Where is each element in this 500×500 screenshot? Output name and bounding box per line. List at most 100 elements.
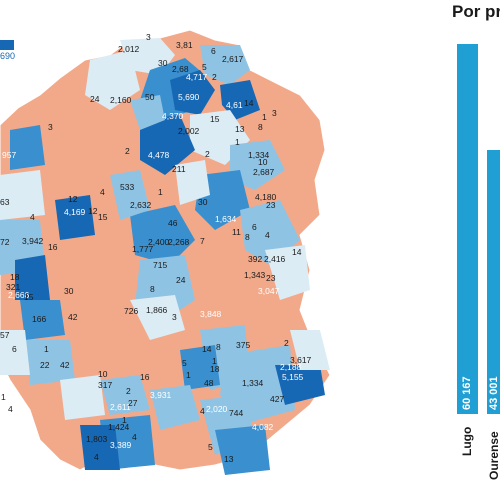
bar-value-ourense: 43 001 xyxy=(488,376,500,410)
municipality-value-label: 6 xyxy=(252,222,257,232)
municipality-value-label: 4,717 xyxy=(186,72,208,82)
municipality-value-label: 30 xyxy=(198,197,208,207)
municipality-value-label: 3,617 xyxy=(290,355,312,365)
municipality-value-label: 18 xyxy=(10,272,20,282)
municipality-value-label: 30 xyxy=(158,58,168,68)
municipality-patches xyxy=(0,38,330,475)
municipality-value-label: 392 xyxy=(248,254,262,264)
municipality-value-label: 8 xyxy=(216,342,221,352)
municipality-value-label: 726 xyxy=(124,306,138,316)
municipality-value-label: 16 xyxy=(48,242,58,252)
municipality-value-label: 317 xyxy=(98,380,112,390)
legend-swatch xyxy=(0,40,14,50)
municipality-value-label: 2,632 xyxy=(130,200,152,210)
municipality-value-label: 1 xyxy=(158,187,163,197)
municipality-value-label: 1 xyxy=(122,415,127,425)
municipality-value-label: 2,012 xyxy=(118,44,140,54)
municipality-value-label: 4,169 xyxy=(64,207,86,217)
municipality-value-label: 15 xyxy=(24,292,34,302)
municipality-value-label: 12 xyxy=(68,194,78,204)
municipality-value-label: 15 xyxy=(98,212,108,222)
municipality-value-label: 8 xyxy=(245,232,250,242)
municipality-value-label: 2 xyxy=(212,72,217,82)
municipality-value-label: 5 xyxy=(208,442,213,452)
municipality-value-label: 1,777 xyxy=(132,244,154,254)
municipality-value-label: 4 xyxy=(100,187,105,197)
municipality-value-label: 3,942 xyxy=(22,236,44,246)
municipality-value-label: 42 xyxy=(68,312,78,322)
municipality-value-label: 533 xyxy=(120,182,134,192)
municipality-value-label: 4,61 xyxy=(226,100,243,110)
municipality-value-label: 4 xyxy=(8,404,13,414)
municipality-value-label: 1,866 xyxy=(146,305,168,315)
municipality-value-label: 2,68 xyxy=(172,64,189,74)
legend-max-value: 690 xyxy=(0,51,16,61)
municipality-value-label: 4 xyxy=(200,406,205,416)
municipality-value-label: 4 xyxy=(94,452,99,462)
municipality-value-label: 1,334 xyxy=(248,150,270,160)
municipality-value-label: 3,81 xyxy=(176,40,193,50)
municipality-value-label: 2,416 xyxy=(264,254,286,264)
municipality-value-label: 3 xyxy=(172,312,177,322)
bar-ourense xyxy=(487,150,500,414)
municipality-value-label: 2 xyxy=(125,146,130,156)
municipality-value-label: 50 xyxy=(145,92,155,102)
municipality-value-label: 10 xyxy=(98,369,108,379)
municipality-value-label: 3,047 xyxy=(258,286,280,296)
municipality-value-label: 3,389 xyxy=(110,440,132,450)
municipality-value-label: 14 xyxy=(244,98,254,108)
municipality-value-label: 24 xyxy=(176,275,186,285)
municipality-value-label: 4,370 xyxy=(162,111,184,121)
municipality-value-label: 427 xyxy=(270,394,284,404)
municipality-value-label: 1 xyxy=(212,356,217,366)
municipality-value-label: 1 xyxy=(44,344,49,354)
municipality-value-label: 2,666 xyxy=(8,290,30,300)
municipality-value-label: 6 xyxy=(211,46,216,56)
municipality-value-label: 4 xyxy=(30,212,35,222)
bar-label-ourense: Ourense xyxy=(487,431,500,480)
bar-lugo xyxy=(457,44,478,414)
municipality-value-label: 1 xyxy=(186,370,191,380)
municipality-value-label: 3,931 xyxy=(150,390,172,400)
municipality-value-label: 48 xyxy=(204,378,214,388)
municipality-value-label: 321 xyxy=(6,282,20,292)
municipality-value-label: 27 xyxy=(128,398,138,408)
municipality-value-label: 42 xyxy=(60,360,70,370)
municipality-value-label: 4,180 xyxy=(255,192,277,202)
municipality-value-label: 10 xyxy=(258,157,268,167)
municipality-value-label: 2 xyxy=(284,338,289,348)
municipality-value-label: 2,188 xyxy=(280,362,302,372)
municipality-value-label: 3 xyxy=(48,122,53,132)
municipality-value-label: 4 xyxy=(132,432,137,442)
municipality-value-label: 1,334 xyxy=(242,378,264,388)
municipality-value-label: 1 xyxy=(1,392,6,402)
municipality-value-label: 8 xyxy=(150,284,155,294)
municipality-value-label: 8 xyxy=(258,122,263,132)
municipality-value-label: 22 xyxy=(40,360,50,370)
municipality-value-label: 11 xyxy=(232,227,241,237)
municipality-value-label: 715 xyxy=(153,260,167,270)
municipality-value-label: 14 xyxy=(292,247,302,257)
municipality-value-label: 46 xyxy=(168,218,178,228)
municipality-value-label: 14 xyxy=(202,344,212,354)
municipality-value-label: 744 xyxy=(229,408,243,418)
municipality-value-label: 2,611 xyxy=(110,402,131,412)
municipality-value-label: 5,155 xyxy=(282,372,304,382)
bar-label-lugo: Lugo xyxy=(460,426,474,456)
municipality-value-label: 1,803 xyxy=(86,434,108,444)
municipality-value-label: 5 xyxy=(202,62,207,72)
municipality-value-label: 3 xyxy=(272,108,277,118)
municipality-value-label: 63 xyxy=(0,197,10,207)
municipality-value-label: 7 xyxy=(200,236,205,246)
municipality-value-label: 4 xyxy=(265,230,270,240)
municipality-value-label: 1 xyxy=(262,112,267,122)
municipality-value-label: 2 xyxy=(126,386,131,396)
municipality-value-label: 6 xyxy=(12,344,17,354)
municipality-value-label: 957 xyxy=(2,150,16,160)
municipality-value-label: 4,478 xyxy=(148,150,170,160)
panel-title: Por pr xyxy=(452,2,500,21)
municipality-value-label: 3,848 xyxy=(200,309,222,319)
municipality-value-label: 1,343 xyxy=(244,270,266,280)
